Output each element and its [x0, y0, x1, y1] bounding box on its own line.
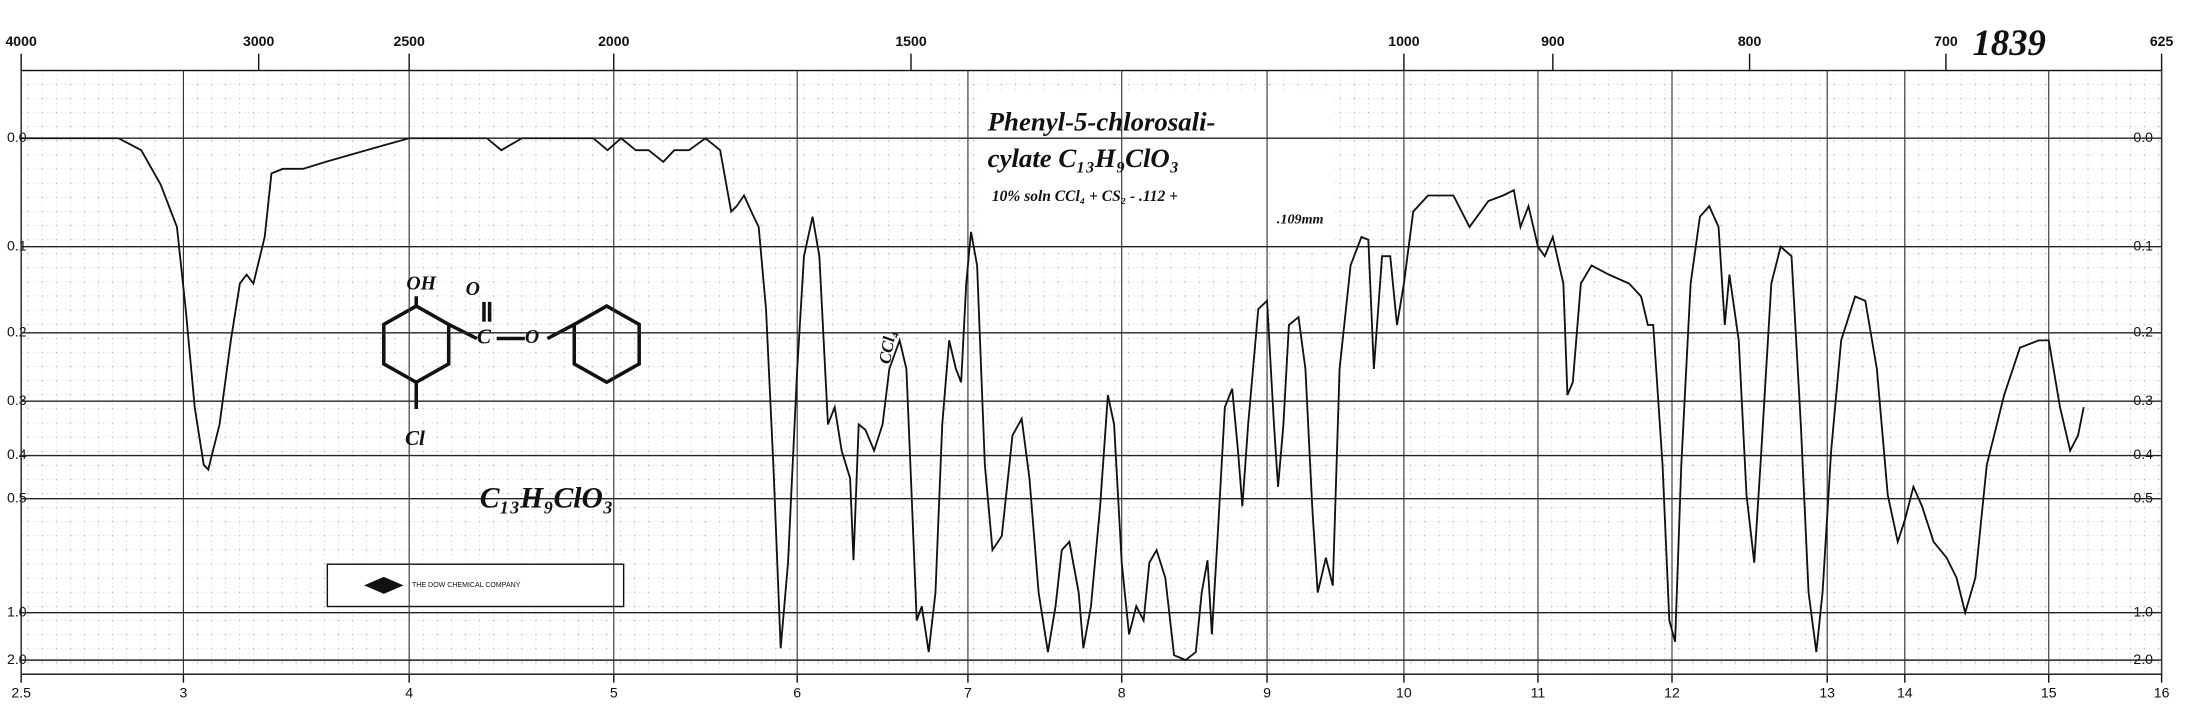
- x-tick-label: 5: [610, 685, 618, 701]
- annotation: .109mm: [1277, 211, 1324, 227]
- annotation: Phenyl-5-chlorosali-: [987, 106, 1216, 136]
- x2-tick-label: 1000: [1388, 33, 1420, 49]
- x-tick-label: 10: [1396, 685, 1412, 701]
- annotation: O: [525, 326, 539, 348]
- y-tick-label: 2.0: [7, 651, 27, 667]
- x-tick-label: 14: [1897, 685, 1913, 701]
- annotation: 1839: [1973, 22, 2046, 63]
- y-tick-label-right: 1.0: [2133, 603, 2153, 619]
- annotation: C: [477, 324, 492, 348]
- x-tick-label: 11: [1531, 685, 1546, 701]
- y-tick-label-right: 0.5: [2133, 489, 2153, 505]
- x-tick-label: 13: [1819, 685, 1835, 701]
- spectrum-line: [21, 137, 2085, 662]
- y-tick-label-right: 0.2: [2133, 323, 2153, 339]
- structure: [382, 296, 641, 410]
- x2-tick-label: 3000: [243, 33, 275, 49]
- x-tick-label: 3: [180, 685, 188, 701]
- annotation: C₁₃H₉ClO₃: [480, 483, 613, 515]
- y-tick-label: 1.0: [7, 603, 27, 619]
- x-tick-label: 16: [2154, 685, 2170, 701]
- x-tick-label: 4: [405, 685, 413, 701]
- annotation: cylate C₁₃H₉ClO₃: [988, 143, 1179, 173]
- y-tick-label-right: 0.0: [2133, 129, 2153, 145]
- x-tick-label: 6: [793, 685, 801, 701]
- label-panel: [980, 91, 1334, 250]
- annotation: THE DOW CHEMICAL COMPANY: [412, 582, 521, 589]
- y-tick-label-right: 2.0: [2133, 651, 2153, 667]
- x2-tick-label: 700: [1934, 33, 1958, 49]
- x-tick-label: 2.5: [11, 685, 31, 701]
- x2-tick-label: 900: [1541, 33, 1565, 49]
- y-tick-label-right: 0.4: [2133, 446, 2153, 462]
- x2-tick-label: 625: [2150, 33, 2174, 49]
- x2-tick-label: 1500: [895, 33, 927, 49]
- x2-tick-label: 2000: [598, 33, 630, 49]
- x-tick-label: 12: [1664, 685, 1680, 701]
- company-logo: [326, 563, 625, 608]
- y-tick-label-right: 0.1: [2133, 237, 2153, 253]
- x-tick-label: 7: [964, 685, 972, 701]
- y-tick-label: 0.5: [7, 489, 27, 505]
- y-tick-label: 0.1: [7, 237, 27, 253]
- x2-tick-label: 800: [1738, 33, 1762, 49]
- x2-tick-label: 4000: [5, 33, 37, 49]
- y-tick-label: 0.4: [7, 446, 27, 462]
- x2-tick-label: 2500: [393, 33, 425, 49]
- y-tick-label: 0.2: [7, 323, 27, 339]
- annotation: Cl: [405, 426, 425, 450]
- annotation: OH: [406, 272, 436, 294]
- y-tick-label: 0.3: [7, 392, 27, 408]
- x-tick-label: 8: [1118, 685, 1126, 701]
- x-tick-label: 15: [2041, 685, 2057, 701]
- annotation: O: [466, 278, 480, 300]
- annotation: 10% soln CCl₄ + CS₂ - .112 +: [992, 188, 1178, 205]
- y-tick-label-right: 0.3: [2133, 392, 2153, 408]
- y-tick-label: 0.0: [7, 129, 27, 145]
- x-tick-label: 9: [1263, 685, 1271, 701]
